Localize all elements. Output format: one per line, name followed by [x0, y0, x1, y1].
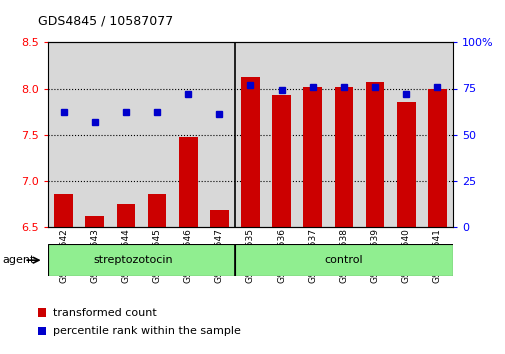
Bar	[38, 308, 45, 317]
Text: streptozotocin: streptozotocin	[94, 255, 173, 265]
Bar	[427, 88, 446, 227]
Bar	[234, 42, 266, 227]
Bar	[296, 42, 328, 227]
Bar	[210, 210, 228, 227]
Text: transformed count: transformed count	[53, 308, 156, 318]
Text: GDS4845 / 10587077: GDS4845 / 10587077	[38, 14, 173, 27]
Bar	[328, 42, 359, 227]
Bar	[365, 82, 384, 227]
Bar	[79, 42, 110, 227]
Text: percentile rank within the sample: percentile rank within the sample	[53, 326, 240, 336]
Bar	[38, 327, 45, 335]
Bar	[390, 42, 421, 227]
Bar	[272, 95, 290, 227]
Bar	[334, 87, 352, 227]
Bar	[266, 42, 296, 227]
Bar	[421, 42, 452, 227]
Bar	[85, 216, 104, 227]
Bar	[48, 42, 79, 227]
Bar	[396, 102, 415, 227]
Bar	[359, 42, 390, 227]
Bar	[54, 194, 73, 227]
Bar	[110, 42, 141, 227]
Bar	[241, 78, 259, 227]
Bar	[303, 87, 322, 227]
Bar	[116, 205, 135, 227]
Text: control: control	[324, 255, 363, 265]
Bar	[234, 244, 452, 276]
Bar	[178, 137, 197, 227]
Bar	[172, 42, 204, 227]
Bar	[204, 42, 234, 227]
Bar	[147, 194, 166, 227]
Bar	[48, 244, 234, 276]
Bar	[141, 42, 172, 227]
Text: agent: agent	[3, 255, 35, 265]
